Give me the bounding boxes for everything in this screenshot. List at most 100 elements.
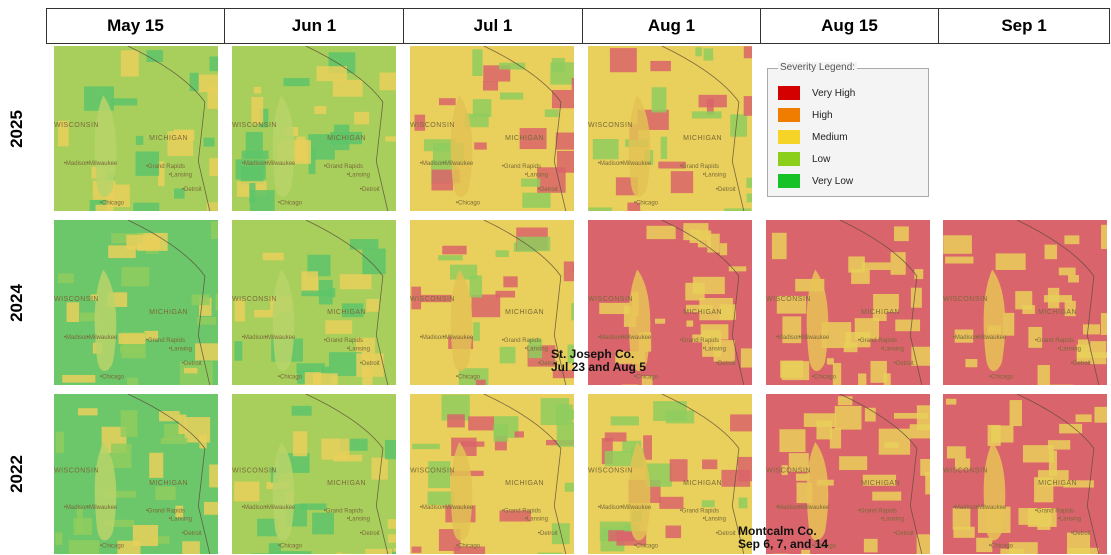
map-label-city: •Milwaukee: [621, 335, 652, 341]
map-label-city: •Grand Rapids: [680, 338, 719, 344]
annotation-montcalm-line2: Sep 6, 7, and 14: [738, 537, 829, 551]
map-label-city: •Detroit: [894, 361, 914, 367]
map-canvas: MICHIGAN WISCONSIN •Milwaukee•Madison •Gran…: [410, 46, 574, 211]
map-label-city: •Madison: [64, 505, 89, 511]
map-label-city: •Milwaukee: [621, 505, 652, 511]
map-label-city: •Detroit: [538, 361, 558, 367]
annotation-st-joseph-line1: St. Joseph Co.: [551, 347, 635, 361]
map-label-city: •Lansing: [169, 516, 192, 522]
annotation-montcalm-line1: Montcalm Co.: [738, 524, 817, 538]
map-label-city: •Grand Rapids: [324, 508, 363, 514]
map-label-city: •Detroit: [1071, 361, 1091, 367]
map-label-wisconsin: WISCONSIN: [588, 122, 633, 129]
map-label-city: •Lansing: [1058, 346, 1081, 352]
map-2022-aug-15: MICHIGAN WISCONSIN •Milwaukee •Madison •Gran…: [766, 394, 930, 554]
legend-label: High: [812, 109, 833, 121]
map-label-city: •Madison: [420, 335, 445, 341]
map-label-city: •Milwaukee: [621, 161, 652, 167]
map-label-michigan: MICHIGAN: [149, 309, 188, 316]
legend-swatch: [778, 86, 800, 100]
map-label-city: •Milwaukee: [265, 335, 296, 341]
map-label-city: •Grand Rapids: [858, 338, 897, 344]
column-header-may-15: May 15: [46, 8, 224, 44]
map-label-city: •Lansing: [347, 346, 370, 352]
map-canvas: MICHIGAN WISCONSIN •Milwaukee•Madison •Gran…: [54, 220, 218, 385]
map-2025-jun-1: MICHIGAN WISCONSIN •Milwaukee •Madison •Gran…: [232, 46, 396, 211]
map-label-wisconsin: WISCONSIN: [232, 296, 277, 303]
map-label-michigan: MICHIGAN: [861, 309, 900, 316]
map-label-city: •Chicago: [278, 374, 303, 380]
map-label-city: •Lansing: [881, 346, 904, 352]
map-canvas: MICHIGAN WISCONSIN •Milwaukee•Madison •Gran…: [766, 220, 930, 385]
legend-item-high: High: [778, 107, 833, 123]
row-label-2022: 2022: [7, 455, 27, 493]
map-canvas: MICHIGAN WISCONSIN •Milwaukee•Madison •Gran…: [766, 394, 930, 554]
map-2022-may-15: MICHIGAN WISCONSIN •Milwaukee •Madison •Gran…: [54, 394, 218, 554]
map-label-city: •Madison: [598, 335, 623, 341]
map-label-city: •Grand Rapids: [680, 164, 719, 170]
column-header-jun-1: Jun 1: [224, 8, 403, 44]
map-label-wisconsin: WISCONSIN: [232, 122, 277, 129]
map-label-city: •Milwaukee: [976, 335, 1007, 341]
map-label-wisconsin: WISCONSIN: [588, 467, 633, 474]
map-canvas: MICHIGAN WISCONSIN •Milwaukee•Madison •Gran…: [54, 46, 218, 211]
map-label-michigan: MICHIGAN: [505, 480, 544, 487]
map-2022-sep-1: MICHIGAN WISCONSIN •Milwaukee •Madison •Gran…: [943, 394, 1107, 554]
map-label-city: •Detroit: [538, 531, 558, 537]
column-header-aug-15: Aug 15: [760, 8, 938, 44]
map-label-wisconsin: WISCONSIN: [232, 467, 277, 474]
map-label-city: •Detroit: [360, 361, 380, 367]
map-label-city: •Madison: [598, 161, 623, 167]
map-label-city: •Madison: [776, 335, 801, 341]
map-label-city: •Milwaukee: [443, 335, 474, 341]
map-label-city: •Madison: [64, 161, 89, 167]
row-label-2024: 2024: [7, 283, 27, 322]
map-2024-aug-1: MICHIGAN WISCONSIN •Milwaukee •Madison •Gran…: [588, 220, 752, 385]
map-label-wisconsin: WISCONSIN: [54, 296, 99, 303]
map-label-city: •Grand Rapids: [1035, 338, 1074, 344]
map-label-city: •Grand Rapids: [502, 164, 541, 170]
map-2024-aug-15: MICHIGAN WISCONSIN •Milwaukee •Madison •Gran…: [766, 220, 930, 385]
map-canvas: MICHIGAN WISCONSIN •Milwaukee•Madison •Gran…: [410, 220, 574, 385]
map-label-city: •Detroit: [360, 187, 380, 193]
map-label-city: •Lansing: [525, 172, 548, 178]
map-label-city: •Detroit: [538, 187, 558, 193]
map-label-city: •Chicago: [456, 200, 481, 206]
map-label-wisconsin: WISCONSIN: [54, 467, 99, 474]
map-label-city: •Madison: [776, 505, 801, 511]
map-label-city: •Milwaukee: [443, 161, 474, 167]
map-label-city: •Chicago: [634, 200, 659, 206]
map-label-city: •Grand Rapids: [324, 164, 363, 170]
map-label-city: •Chicago: [100, 200, 125, 206]
map-label-city: •Grand Rapids: [146, 164, 185, 170]
map-label-city: •Madison: [242, 161, 267, 167]
map-label-city: •Lansing: [525, 346, 548, 352]
map-label-michigan: MICHIGAN: [327, 309, 366, 316]
map-2025-may-15: MICHIGAN WISCONSIN •Milwaukee •Madison •Gran…: [54, 46, 218, 211]
map-label-city: •Lansing: [525, 516, 548, 522]
map-label-city: •Lansing: [347, 172, 370, 178]
map-label-city: •Chicago: [989, 374, 1014, 380]
map-canvas: MICHIGAN WISCONSIN •Milwaukee•Madison •Gran…: [588, 394, 752, 554]
map-label-city: •Grand Rapids: [502, 338, 541, 344]
map-label-city: •Detroit: [182, 531, 202, 537]
map-label-wisconsin: WISCONSIN: [766, 296, 811, 303]
map-label-city: •Detroit: [894, 531, 914, 537]
map-label-city: •Detroit: [182, 187, 202, 193]
map-label-city: •Grand Rapids: [324, 338, 363, 344]
map-label-wisconsin: WISCONSIN: [54, 122, 99, 129]
map-label-city: •Milwaukee: [799, 335, 830, 341]
map-2024-may-15: MICHIGAN WISCONSIN •Milwaukee •Madison •Gran…: [54, 220, 218, 385]
map-label-city: •Madison: [64, 335, 89, 341]
map-label-city: •Madison: [420, 505, 445, 511]
map-2025-aug-1: MICHIGAN WISCONSIN •Milwaukee •Madison •Gran…: [588, 46, 752, 211]
map-label-city: •Grand Rapids: [502, 508, 541, 514]
map-label-michigan: MICHIGAN: [149, 135, 188, 142]
map-label-city: •Grand Rapids: [146, 508, 185, 514]
map-2022-aug-1: MICHIGAN WISCONSIN •Milwaukee •Madison •Gran…: [588, 394, 752, 554]
map-label-city: •Detroit: [1071, 531, 1091, 537]
map-label-city: •Milwaukee: [799, 505, 830, 511]
column-header-jul-1: Jul 1: [403, 8, 582, 44]
map-2024-jun-1: MICHIGAN WISCONSIN •Milwaukee •Madison •Gran…: [232, 220, 396, 385]
